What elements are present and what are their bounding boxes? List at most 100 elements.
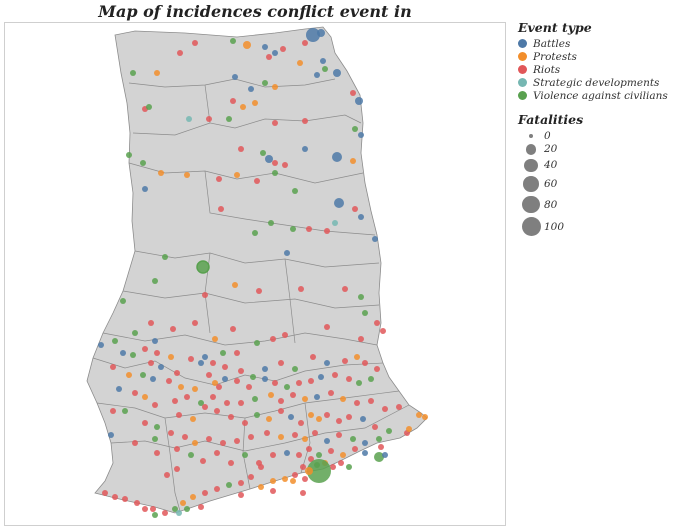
legend-item[interactable]: Strategic developments xyxy=(518,76,678,89)
event-point[interactable] xyxy=(134,500,140,506)
event-point[interactable] xyxy=(298,420,304,426)
event-point[interactable] xyxy=(198,504,204,510)
event-point[interactable] xyxy=(280,46,286,52)
event-point[interactable] xyxy=(158,170,164,176)
event-point[interactable] xyxy=(268,392,274,398)
event-point[interactable] xyxy=(368,398,374,404)
event-point[interactable] xyxy=(197,261,209,273)
event-point[interactable] xyxy=(360,416,366,422)
event-point[interactable] xyxy=(320,58,326,64)
legend-item[interactable]: Riots xyxy=(518,63,678,76)
event-point[interactable] xyxy=(232,282,238,288)
event-point[interactable] xyxy=(406,426,412,432)
event-point[interactable] xyxy=(254,178,260,184)
event-point[interactable] xyxy=(238,400,244,406)
event-point[interactable] xyxy=(314,394,320,400)
event-point[interactable] xyxy=(98,342,104,348)
event-point[interactable] xyxy=(262,376,268,382)
event-point[interactable] xyxy=(272,84,278,90)
event-point[interactable] xyxy=(164,472,170,478)
event-point[interactable] xyxy=(140,372,146,378)
event-point[interactable] xyxy=(270,478,276,484)
event-point[interactable] xyxy=(162,510,168,516)
event-point[interactable] xyxy=(266,54,272,60)
event-point[interactable] xyxy=(224,400,230,406)
event-point[interactable] xyxy=(342,286,348,292)
event-point[interactable] xyxy=(174,370,180,376)
event-point[interactable] xyxy=(212,336,218,342)
event-point[interactable] xyxy=(142,506,148,512)
event-point[interactable] xyxy=(177,50,183,56)
event-point[interactable] xyxy=(258,464,264,470)
event-point[interactable] xyxy=(338,460,344,466)
event-point[interactable] xyxy=(290,226,296,232)
legend-item[interactable]: Battles xyxy=(518,37,678,50)
event-point[interactable] xyxy=(112,338,118,344)
event-point[interactable] xyxy=(132,390,138,396)
event-point[interactable] xyxy=(220,350,226,356)
ghana-map[interactable] xyxy=(5,23,505,525)
event-point[interactable] xyxy=(324,412,330,418)
event-point[interactable] xyxy=(376,436,382,442)
event-point[interactable] xyxy=(110,408,116,414)
event-point[interactable] xyxy=(246,384,252,390)
event-point[interactable] xyxy=(230,326,236,332)
event-point[interactable] xyxy=(154,70,160,76)
event-point[interactable] xyxy=(180,500,186,506)
event-point[interactable] xyxy=(292,188,298,194)
event-point[interactable] xyxy=(238,146,244,152)
event-point[interactable] xyxy=(248,474,254,480)
event-point[interactable] xyxy=(108,432,114,438)
event-point[interactable] xyxy=(130,70,136,76)
event-point[interactable] xyxy=(230,98,236,104)
map-area[interactable] xyxy=(4,22,506,526)
event-point[interactable] xyxy=(362,450,368,456)
event-point[interactable] xyxy=(340,396,346,402)
event-point[interactable] xyxy=(146,104,152,110)
event-point[interactable] xyxy=(350,158,356,164)
event-point[interactable] xyxy=(110,364,116,370)
event-point[interactable] xyxy=(328,390,334,396)
event-point[interactable] xyxy=(265,155,273,163)
event-point[interactable] xyxy=(316,416,322,422)
event-point[interactable] xyxy=(346,414,352,420)
event-point[interactable] xyxy=(308,412,314,418)
event-point[interactable] xyxy=(148,360,154,366)
event-point[interactable] xyxy=(238,480,244,486)
event-point[interactable] xyxy=(132,330,138,336)
event-point[interactable] xyxy=(346,376,352,382)
event-point[interactable] xyxy=(340,452,346,458)
event-point[interactable] xyxy=(254,412,260,418)
event-point[interactable] xyxy=(182,434,188,440)
event-point[interactable] xyxy=(278,408,284,414)
event-point[interactable] xyxy=(214,408,220,414)
event-point[interactable] xyxy=(292,432,298,438)
event-point[interactable] xyxy=(324,228,330,234)
event-point[interactable] xyxy=(142,420,148,426)
event-point[interactable] xyxy=(282,476,288,482)
event-point[interactable] xyxy=(240,104,246,110)
event-point[interactable] xyxy=(272,50,278,56)
event-point[interactable] xyxy=(214,450,220,456)
event-point[interactable] xyxy=(150,506,156,512)
event-point[interactable] xyxy=(232,74,238,80)
event-point[interactable] xyxy=(162,254,168,260)
event-point[interactable] xyxy=(308,456,314,462)
event-point[interactable] xyxy=(296,380,302,386)
event-point[interactable] xyxy=(218,206,224,212)
event-point[interactable] xyxy=(317,29,325,37)
event-point[interactable] xyxy=(352,446,358,452)
event-point[interactable] xyxy=(310,354,316,360)
event-point[interactable] xyxy=(234,378,240,384)
event-point[interactable] xyxy=(378,444,384,450)
event-point[interactable] xyxy=(202,490,208,496)
event-point[interactable] xyxy=(305,467,313,475)
event-point[interactable] xyxy=(297,60,303,66)
event-point[interactable] xyxy=(132,440,138,446)
event-point[interactable] xyxy=(226,116,232,122)
event-point[interactable] xyxy=(226,482,232,488)
event-point[interactable] xyxy=(272,170,278,176)
event-point[interactable] xyxy=(318,374,324,380)
event-point[interactable] xyxy=(152,436,158,442)
event-point[interactable] xyxy=(336,432,342,438)
